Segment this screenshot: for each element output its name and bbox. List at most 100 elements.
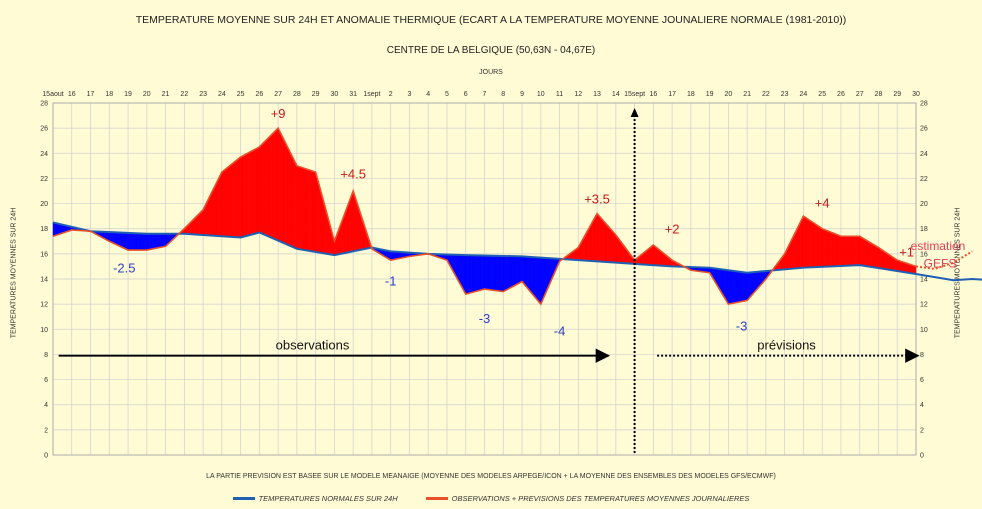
y-tick-label-right: 8 (920, 352, 924, 359)
x-tick-label: 28 (875, 91, 883, 98)
x-tick-label: 13 (593, 91, 601, 98)
y-tick-label-right: 26 (920, 126, 928, 133)
x-tick-label: 29 (312, 91, 320, 98)
y-tick-label-right: 10 (920, 327, 928, 334)
anomaly-label: -3 (736, 319, 748, 334)
y-tick-label-left: 0 (44, 453, 48, 460)
gefs-label-line1: estimation (911, 239, 966, 253)
y-tick-label-left: 4 (44, 402, 48, 409)
x-tick-label: 24 (800, 91, 808, 98)
y-tick-label-right: 2 (920, 427, 924, 434)
x-tick-label: 31 (349, 91, 357, 98)
y-tick-label-right: 28 (920, 101, 928, 108)
anomaly-label: -4 (554, 324, 566, 339)
y-tick-label-right: 16 (920, 251, 928, 258)
anomaly-label: +3.5 (584, 192, 610, 207)
x-tick-label: 24 (218, 91, 226, 98)
legend-swatch-normals (232, 497, 255, 500)
legend: TEMPERATURES NORMALES SUR 24H OBSERVATIO… (0, 494, 982, 503)
x-tick-label: 15sept (624, 91, 645, 98)
x-tick-label: 12 (574, 91, 582, 98)
x-tick-label: 5 (445, 91, 449, 98)
anomaly-label: +4.5 (340, 166, 366, 181)
anomaly-label: +2 (665, 222, 680, 237)
observations-label: observations (276, 338, 350, 353)
series-line-gefs-estimate (915, 250, 973, 270)
x-tick-label: 19 (706, 91, 714, 98)
x-tick-label: 6 (464, 91, 468, 98)
x-tick-label: 8 (501, 91, 505, 98)
anomaly-label: +9 (271, 106, 286, 121)
x-tick-label: 23 (199, 91, 207, 98)
forecast-divider-arrowhead (630, 108, 639, 117)
y-tick-label-right: 0 (920, 453, 924, 460)
y-tick-label-right: 6 (920, 377, 924, 384)
x-tick-label: 25 (818, 91, 826, 98)
anomaly-fill (914, 265, 917, 275)
y-tick-label-left: 10 (40, 327, 48, 334)
y-tick-label-left: 14 (40, 277, 48, 284)
x-tick-label: 27 (856, 91, 864, 98)
x-tick-label: 2 (389, 91, 393, 98)
anomaly-label: -3 (479, 311, 491, 326)
anomaly-label: -1 (385, 273, 397, 288)
x-tick-label: 7 (483, 91, 487, 98)
gefs-label-line2: GEFS (924, 257, 957, 271)
y-tick-label-left: 8 (44, 352, 48, 359)
x-tick-label: 15aout (42, 91, 63, 98)
anomaly-label: -2.5 (113, 261, 135, 276)
y-tick-label-left: 16 (40, 251, 48, 258)
forecast-label: prévisions (757, 338, 816, 353)
y-tick-label-left: 6 (44, 377, 48, 384)
legend-item-observations: OBSERVATIONS + PREVISIONS DES TEMPERATUR… (425, 494, 750, 503)
x-axis-label: JOURS (479, 69, 503, 76)
series-line-normals (52, 221, 982, 282)
anomaly-label: +1 (899, 244, 914, 259)
anomaly-label: +4 (815, 195, 830, 210)
x-tick-label: 11 (556, 91, 563, 98)
x-tick-label: 16 (68, 91, 76, 98)
x-tick-label: 22 (180, 91, 188, 98)
y-tick-label-left: 28 (40, 101, 48, 108)
y-tick-label-left: 24 (40, 151, 48, 158)
x-tick-label: 25 (237, 91, 245, 98)
legend-label-observations: OBSERVATIONS + PREVISIONS DES TEMPERATUR… (451, 494, 750, 503)
chart-title: TEMPERATURE MOYENNE SUR 24H ET ANOMALIE … (135, 14, 847, 26)
y-tick-label-left: 12 (40, 302, 48, 309)
legend-label-normals: TEMPERATURES NORMALES SUR 24H (258, 494, 398, 503)
x-tick-label: 26 (837, 91, 845, 98)
legend-swatch-observations (425, 497, 448, 500)
x-tick-label: 10 (537, 91, 545, 98)
x-tick-label: 21 (743, 91, 751, 98)
x-tick-label: 16 (649, 91, 657, 98)
x-tick-label: 30 (331, 91, 339, 98)
x-tick-label: 27 (274, 91, 282, 98)
y-tick-label-right: 14 (920, 277, 928, 284)
x-tick-label: 17 (87, 91, 95, 98)
x-tick-label: 18 (105, 91, 113, 98)
legend-item-normals: TEMPERATURES NORMALES SUR 24H (232, 494, 398, 503)
y-tick-label-left: 22 (40, 176, 48, 183)
x-tick-label: 18 (687, 91, 695, 98)
y-tick-label-left: 18 (40, 226, 48, 233)
footnote: LA PARTIE PREVISION EST BASEE SUR LE MOD… (206, 473, 776, 480)
y-tick-label-left: 26 (40, 126, 48, 133)
x-tick-label: 14 (612, 91, 620, 98)
y-tick-label-right: 18 (920, 226, 928, 233)
y-tick-label-right: 20 (920, 201, 928, 208)
y-tick-label-right: 22 (920, 176, 928, 183)
y-tick-label-right: 24 (920, 151, 928, 158)
x-tick-label: 1sept (363, 91, 380, 98)
plot-frame (52, 102, 917, 456)
x-tick-label: 26 (255, 91, 263, 98)
x-tick-label: 3 (408, 91, 412, 98)
x-tick-label: 29 (893, 91, 901, 98)
y-tick-label-left: 20 (40, 201, 48, 208)
chart-subtitle: CENTRE DE LA BELGIQUE (50,63N - 04,67E) (386, 45, 596, 56)
x-tick-label: 17 (668, 91, 676, 98)
x-tick-label: 20 (724, 91, 732, 98)
y-tick-label-left: 2 (44, 427, 48, 434)
y-tick-label-right: 4 (920, 402, 924, 409)
x-tick-label: 21 (162, 91, 170, 98)
